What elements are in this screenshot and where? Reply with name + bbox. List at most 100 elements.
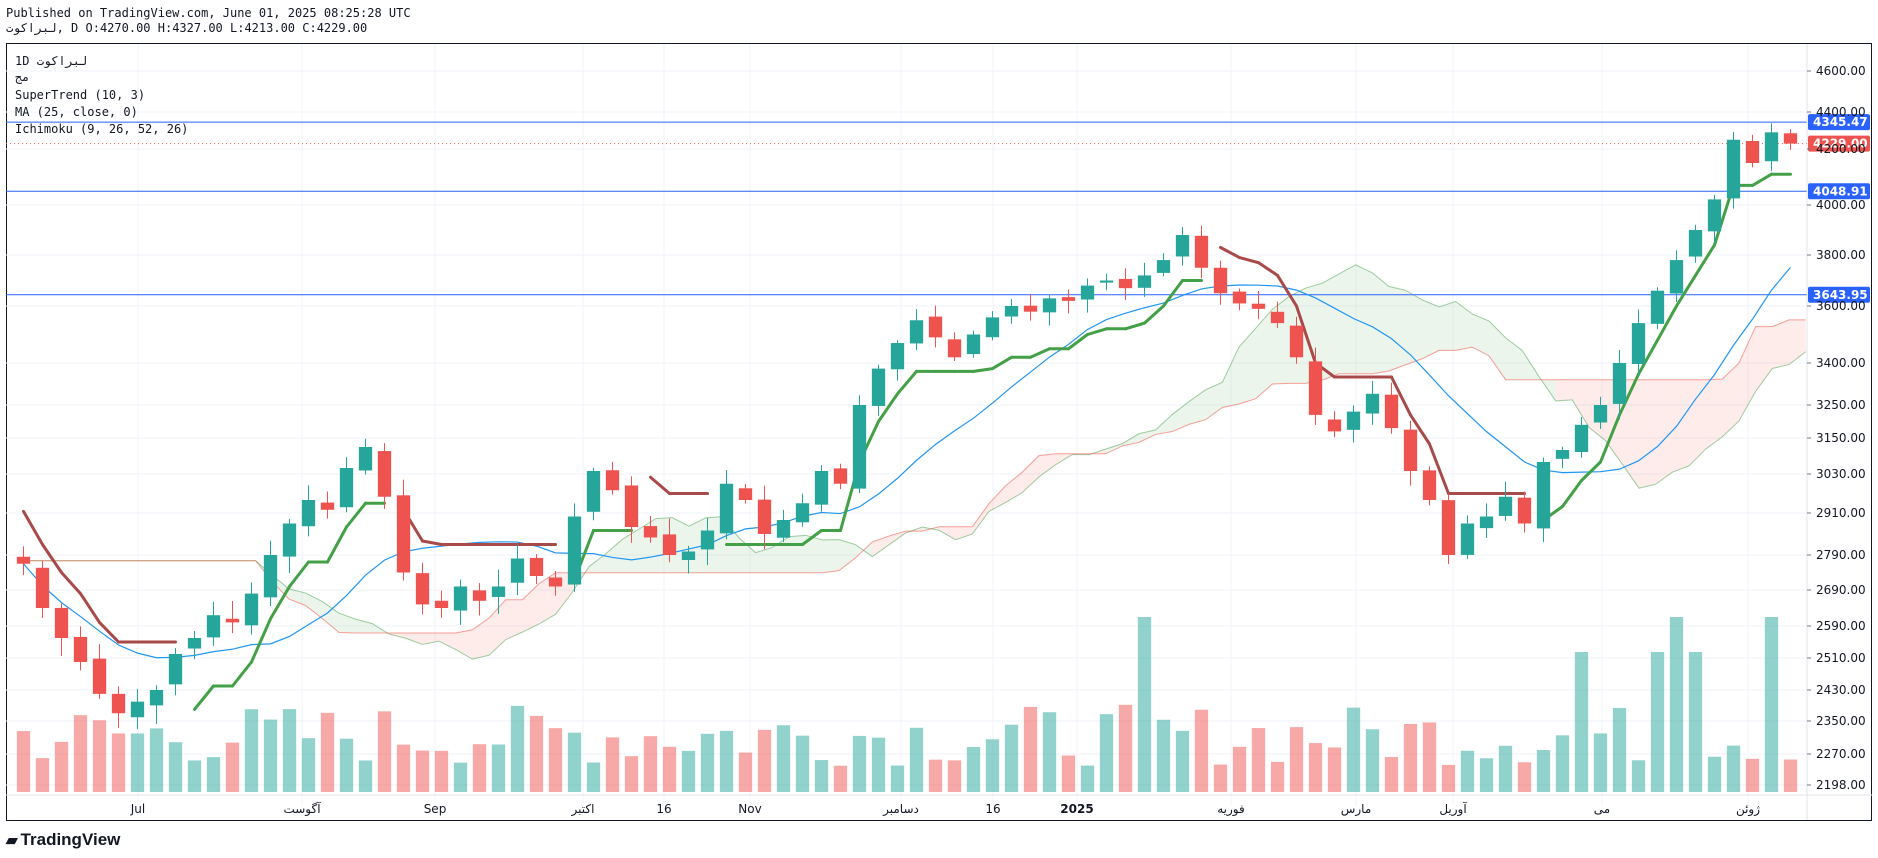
volume-bar [510, 705, 525, 792]
volume-bar [1574, 652, 1589, 792]
candle-body [1707, 199, 1722, 232]
candle-body [1023, 305, 1038, 312]
candle-body [700, 530, 715, 550]
volume-bar [833, 765, 848, 792]
volume-bar [1631, 760, 1646, 792]
price-level-label: 4345.47 [1813, 115, 1868, 129]
volume-bar [1042, 712, 1057, 792]
x-tick-label: دسامبر [882, 802, 919, 817]
volume-bar [966, 747, 981, 792]
ichimoku-cloud-segment [822, 539, 839, 573]
ichimoku-cloud-segment [1322, 273, 1339, 381]
candle-body [1156, 260, 1171, 273]
y-tick-label: 4200.00 [1816, 142, 1866, 156]
ichimoku-span-a [22, 264, 1806, 660]
supertrend-segment [1276, 273, 1298, 308]
volume-bar [16, 731, 31, 792]
candle-body [909, 320, 924, 344]
candle-body [111, 693, 126, 714]
candle-body [966, 334, 981, 355]
ichimoku-cloud-segment [1505, 337, 1523, 380]
y-tick-label: 2198.00 [1816, 778, 1866, 792]
price-level-badge [1808, 114, 1870, 131]
volume-bar [282, 709, 297, 792]
volume-bar [1764, 617, 1779, 792]
candle-body [1270, 311, 1285, 324]
legend-symbol: 1D لبراكوت [15, 54, 88, 68]
volume-bar [1517, 762, 1532, 792]
volume-bar [168, 742, 183, 792]
candle-body [1194, 235, 1209, 268]
candle-body [54, 607, 69, 638]
ichimoku-cloud-segment [1555, 379, 1573, 401]
candle-body [1441, 500, 1456, 555]
ichimoku-cloud-segment [1039, 453, 1056, 477]
chart-frame[interactable] [6, 43, 1872, 821]
ichimoku-cloud-segment [1172, 401, 1189, 432]
ichimoku-cloud-segment [1472, 313, 1489, 356]
volume-bar [453, 762, 468, 792]
supertrend-segment [1580, 460, 1602, 482]
supertrend-segment [1599, 413, 1621, 464]
candle-body [548, 577, 563, 587]
candle-body [1251, 303, 1266, 309]
candle-body [871, 368, 886, 406]
supertrend-segment [1409, 413, 1431, 446]
ichimoku-cloud-segment [789, 535, 806, 573]
ichimoku-cloud-segment [1239, 328, 1256, 405]
ichimoku-cloud-segment [1105, 443, 1123, 454]
candle-body [491, 586, 506, 597]
candle-body [1061, 297, 1076, 301]
price-level-badge [1808, 286, 1870, 303]
candle-body [1175, 235, 1190, 257]
volume-bar [1593, 733, 1608, 792]
supertrend-segment [1029, 347, 1051, 359]
supertrend-segment [801, 529, 823, 546]
volume-bar [320, 712, 335, 792]
candle-body [1289, 325, 1304, 358]
candle-body [814, 471, 829, 505]
ichimoku-cloud-segment [1022, 455, 1039, 493]
supertrend-segment [649, 475, 671, 495]
x-tick-label: 16 [985, 802, 1000, 816]
candle-body [1213, 267, 1228, 294]
volume-bar [339, 738, 354, 792]
x-tick-label: ژوئن [1736, 802, 1760, 817]
ichimoku-cloud-segment [1772, 319, 1789, 369]
ichimoku-cloud-segment [1689, 379, 1706, 466]
supertrend-segment [1694, 243, 1716, 277]
candle-body [453, 586, 468, 611]
y-tick-label: 3150.00 [1816, 431, 1866, 445]
legend-exchange: مج [15, 70, 30, 84]
candle-body [1403, 429, 1418, 471]
volume-bar [1669, 617, 1684, 792]
supertrend-segment [1067, 333, 1089, 351]
volume-bar [130, 733, 145, 792]
volume-bar [358, 760, 373, 792]
supertrend-segment [1238, 256, 1260, 265]
y-tick-label: 2350.00 [1816, 714, 1866, 728]
supertrend-segment [421, 539, 443, 546]
volume-bar [757, 729, 772, 792]
price-level-label: 4048.91 [1813, 184, 1868, 198]
volume-bar [1175, 730, 1190, 792]
supertrend-segment [1675, 273, 1697, 308]
supertrend-segment [193, 684, 215, 711]
ichimoku-cloud-segment [955, 526, 973, 540]
candle-body [1099, 280, 1114, 283]
x-tick-label: Sep [424, 802, 447, 816]
y-tick-label: 2690.00 [1816, 583, 1866, 597]
volume-bar [1612, 707, 1627, 792]
volume-bar [852, 735, 867, 792]
legend-ichimoku: Ichimoku (9, 26, 52, 26) [15, 122, 189, 136]
candle-body [225, 618, 240, 623]
ma-line [23, 266, 1791, 659]
x-tick-label: 2025 [1060, 802, 1093, 816]
volume-bar [624, 756, 639, 792]
volume-bar [244, 709, 259, 792]
supertrend-segment [79, 592, 101, 624]
volume-bar [206, 757, 221, 792]
candle-body [73, 636, 88, 662]
tradingview-logo: ▰ TradingView [6, 830, 120, 850]
